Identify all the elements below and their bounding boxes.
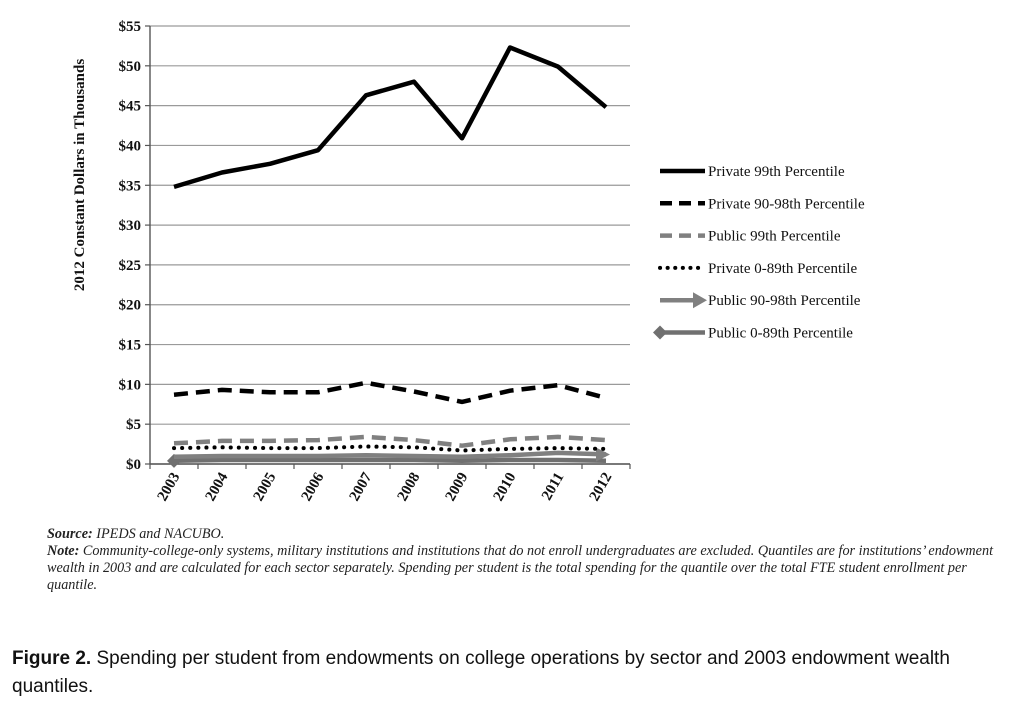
legend-diamond-icon (653, 325, 667, 340)
x-tick-label: 2006 (299, 470, 328, 504)
x-tick-label: 2010 (491, 470, 520, 504)
y-tick-label: $10 (119, 377, 142, 393)
source-line: Source: IPEDS and NACUBO. (47, 526, 1007, 543)
source-label: Source: (47, 526, 93, 542)
x-tick-label: 2012 (587, 470, 616, 504)
legend-item-private-90-98th-percentile: Private 90-98th Percentile (660, 196, 865, 212)
y-tick-label: $25 (119, 258, 142, 274)
x-tick-label: 2004 (203, 470, 232, 504)
chart-notes: Source: IPEDS and NACUBO. Note: Communit… (47, 526, 1007, 594)
y-tick-label: $15 (119, 338, 142, 354)
x-tick-label: 2007 (347, 470, 376, 504)
legend-item-public-0-89th-percentile: Public 0-89th Percentile (653, 325, 853, 342)
legend-label: Private 99th Percentile (708, 164, 845, 180)
y-tick-label: $35 (119, 178, 142, 194)
x-tick-label: 2003 (155, 470, 184, 504)
legend-label: Private 90-98th Percentile (708, 196, 865, 212)
legend-item-public-90-98th-percentile: Public 90-98th Percentile (660, 292, 861, 309)
legend-item-private-99th-percentile: Private 99th Percentile (660, 164, 845, 180)
y-tick-label: $0 (126, 457, 141, 473)
y-tick-label: $30 (119, 218, 142, 234)
x-tick-label: 2011 (539, 470, 567, 503)
y-tick-label: $55 (119, 19, 142, 35)
y-tick-label: $45 (119, 99, 142, 115)
note-label: Note: (47, 543, 80, 559)
legend: Private 99th Percentile Private 90-98th P… (653, 164, 865, 342)
legend-label: Public 99th Percentile (708, 229, 841, 245)
series-line-private-99th-percentile (173, 45, 608, 190)
legend-item-private-0-89th-percentile: Private 0-89th Percentile (658, 261, 857, 277)
source-text: IPEDS and NACUBO. (92, 526, 225, 542)
line-chart: $0 $5 $10 $15 $20 $25 $30 $35 $40 $45 $50 $55 2003 20… (72, 19, 865, 504)
series-line-public-99th-percentile (173, 434, 607, 448)
y-tick-label: $5 (126, 417, 141, 433)
figure-caption: Figure 2. Spending per student from endo… (12, 645, 1022, 701)
series-line-private-90-98th-percentile (173, 380, 607, 405)
series-arrowhead (596, 447, 610, 462)
note-text: Community-college-only systems, military… (47, 543, 994, 593)
figure-caption-text: Spending per student from endowments on … (12, 648, 950, 697)
legend-label: Public 0-89th Percentile (708, 326, 853, 342)
legend-arrow-icon (693, 292, 707, 309)
x-tick-label: 2009 (443, 470, 472, 504)
series-lines (167, 45, 610, 468)
y-tick-label: $20 (119, 298, 142, 314)
y-axis-label: 2012 Constant Dollars in Thousands (72, 59, 88, 291)
gridlines (150, 25, 630, 465)
series-line-public-0-89th-percentile (173, 457, 607, 464)
figure-label: Figure 2. (12, 648, 92, 669)
legend-item-public-99th-percentile: Public 99th Percentile (660, 229, 841, 245)
legend-label: Private 0-89th Percentile (708, 261, 857, 277)
x-tick-label: 2008 (395, 470, 424, 504)
y-tick-label: $40 (119, 138, 142, 154)
note-line: Note: Community-college-only systems, mi… (47, 543, 1007, 594)
legend-label: Public 90-98th Percentile (708, 293, 861, 309)
series-line-private-0-89th-percentile (172, 444, 608, 453)
x-tick-label: 2005 (251, 470, 280, 504)
series-line-public-90-98th-percentile (173, 450, 607, 460)
y-tick-label: $50 (119, 59, 142, 75)
